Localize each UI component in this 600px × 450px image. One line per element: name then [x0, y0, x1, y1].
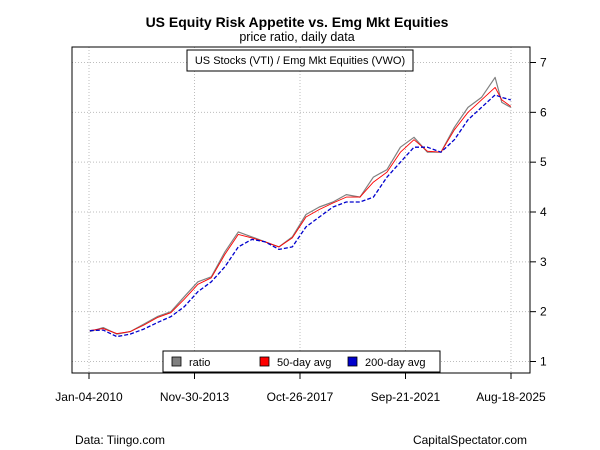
legend-frame	[162, 350, 441, 373]
y-tick-label: 2	[540, 305, 547, 319]
y-axis: 1 2 3 4 5 6 7	[529, 56, 547, 369]
series-line-ratio	[89, 76, 512, 335]
x-tick-label: Nov-30-2013	[160, 390, 230, 404]
y-tick-label: 7	[540, 56, 547, 70]
x-tick-label: Oct-26-2017	[267, 390, 334, 404]
grid	[72, 47, 530, 373]
site-credit: CapitalSpectator.com	[412, 433, 527, 447]
series-line-200-day-avg	[89, 94, 511, 338]
y-tick-label: 1	[540, 355, 547, 369]
x-axis: Jan-04-2010 Nov-30-2013 Oct-26-2017 Sep-21-…	[55, 372, 546, 404]
legend-swatch-ratio	[171, 356, 182, 367]
annotation-box: US Stocks (VTI) / Emg Mkt Equities (VWO)	[186, 49, 414, 72]
legend-label-200-day-avg: 200-day avg	[365, 357, 426, 369]
y-tick-label: 4	[540, 205, 547, 219]
legend-label-50-day-avg: 50-day avg	[277, 357, 331, 369]
chart-annotation: US Stocks (VTI) / Emg Mkt Equities (VWO)	[195, 55, 405, 67]
plot-frame	[71, 46, 531, 374]
series-line-50-day-avg	[89, 86, 512, 335]
data-source: Data: Tiingo.com	[75, 433, 166, 447]
chart-title: US Equity Risk Appetite vs. Emg Mkt Equi…	[146, 14, 449, 30]
y-tick-label: 6	[540, 105, 547, 119]
chart-subtitle: price ratio, daily data	[239, 30, 354, 44]
legend: ratio 50-day avg 200-day avg	[162, 350, 441, 373]
y-tick-label: 5	[540, 155, 547, 169]
y-tick-label: 3	[540, 255, 547, 269]
x-tick-label: Jan-04-2010	[55, 390, 123, 404]
legend-swatch-200-day-avg	[347, 356, 358, 367]
x-tick-label: Sep-21-2021	[371, 390, 441, 404]
annotation-frame	[186, 49, 414, 72]
series-layer	[89, 76, 512, 338]
legend-label-ratio: ratio	[189, 357, 210, 369]
x-tick-label: Aug-18-2025	[476, 390, 546, 404]
legend-swatch-50-day-avg	[259, 356, 270, 367]
